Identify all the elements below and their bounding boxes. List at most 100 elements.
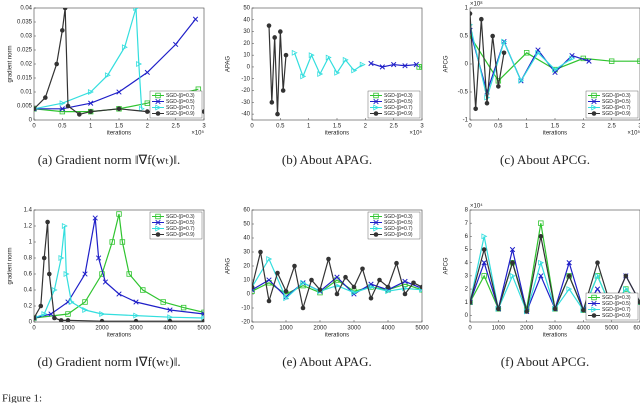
marker (155, 111, 161, 116)
y-tick-label: 0.025 (17, 48, 33, 54)
marker (155, 225, 162, 232)
y-tick-label: 20 (243, 264, 250, 270)
marker (581, 307, 586, 313)
y-tick-label: 1.4 (24, 208, 33, 214)
marker (48, 311, 54, 317)
y-tick-label: 0.5 (460, 34, 469, 40)
legend-label: SGD-(β=0.3) (384, 93, 413, 99)
subplot: 0 0.005 0.01 0.015 0.02 0.025 0.03 0.035 0.04 0 0.… (8, 6, 207, 167)
y-tick-label: 2 (465, 287, 469, 293)
legend-label: SGD-(β=0.9) (166, 111, 195, 117)
marker (82, 271, 88, 277)
plot (252, 249, 422, 311)
x-axis-label: iterations (325, 333, 349, 339)
legend-label: SGD-(β=0.5) (602, 99, 631, 105)
y-tick-label: 4 (465, 260, 469, 266)
marker (92, 215, 98, 221)
marker (594, 286, 601, 292)
marker (62, 8, 68, 11)
marker (140, 287, 146, 293)
y-tick-label: 1 (465, 300, 469, 306)
marker (116, 89, 122, 95)
marker (413, 61, 419, 68)
marker (342, 56, 349, 63)
marker (385, 288, 392, 295)
marker (594, 272, 601, 279)
marker (317, 71, 324, 77)
x-tick-label: 3000 (129, 326, 143, 332)
marker (608, 58, 615, 64)
series-line (252, 279, 422, 295)
marker (280, 88, 286, 93)
marker (523, 50, 530, 56)
marker (45, 219, 50, 225)
marker (278, 29, 283, 34)
marker (351, 284, 357, 290)
marker (144, 69, 150, 76)
marker (300, 73, 307, 80)
y-axis-label: APAG (226, 258, 232, 275)
x-tick-label: 0 (468, 326, 472, 332)
marker (385, 284, 391, 290)
marker (481, 260, 487, 266)
legend-label: SGD-(β=0.3) (384, 214, 413, 220)
marker (41, 255, 47, 261)
marker (509, 272, 516, 279)
marker (317, 287, 323, 293)
y-tick-label: -40 (241, 112, 250, 118)
marker (569, 52, 575, 59)
x-tick-label: 1.5 (551, 124, 560, 130)
marker (266, 277, 272, 283)
x-axis-label: iterations (543, 333, 567, 339)
marker (138, 105, 145, 112)
marker (591, 294, 597, 301)
legend-label: SGD-(β=0.9) (602, 111, 631, 117)
marker (470, 11, 473, 16)
subplot: -20 -10 0 10 20 30 40 50 60 0 1000 2000 3000 4000 5000… (226, 208, 430, 369)
marker (368, 60, 374, 67)
marker (201, 318, 204, 322)
y-tick-label: 3 (465, 273, 469, 279)
marker (155, 92, 161, 99)
marker (54, 61, 59, 67)
y-tick-label: 0.8 (24, 256, 33, 262)
x-tick-label: 5000 (197, 326, 211, 332)
marker (402, 285, 409, 292)
marker (377, 277, 382, 283)
marker (538, 273, 544, 279)
marker (201, 109, 204, 114)
marker (373, 219, 379, 226)
marker (479, 16, 484, 22)
y-tick-label: 6 (465, 234, 469, 240)
y-tick-label: 1 (29, 240, 33, 246)
caption: (d) Gradient norm ‖∇f(wₜ)‖. (37, 354, 180, 369)
x-tick-label: 0 (250, 326, 254, 332)
marker (569, 55, 576, 62)
x-tick-label: 2000 (520, 326, 534, 332)
marker (368, 281, 374, 287)
y-tick-label: 0 (247, 65, 251, 71)
x-tick-label: 2.5 (389, 124, 398, 130)
marker (109, 239, 115, 245)
x-tick-label: 4000 (163, 326, 177, 332)
x-tick-label: 1000 (61, 326, 75, 332)
marker (308, 52, 315, 59)
y-tick-label: 0.005 (17, 104, 33, 110)
marker (373, 92, 379, 99)
x-tick-label: 0 (468, 124, 472, 130)
marker (167, 307, 173, 313)
x-tick-label: 0 (250, 124, 254, 130)
marker (133, 299, 139, 305)
marker (509, 246, 516, 253)
figure-label: Figure 1: (2, 393, 42, 403)
marker (481, 233, 488, 240)
x-tick-label: 4000 (577, 326, 591, 332)
marker (88, 100, 94, 106)
legend-label: SGD-(β=0.7) (384, 226, 413, 232)
marker (416, 64, 422, 70)
marker (126, 271, 132, 277)
marker (155, 219, 161, 226)
marker (275, 270, 280, 276)
legend-label: SGD-(β=0.7) (602, 105, 631, 111)
marker (180, 304, 187, 311)
